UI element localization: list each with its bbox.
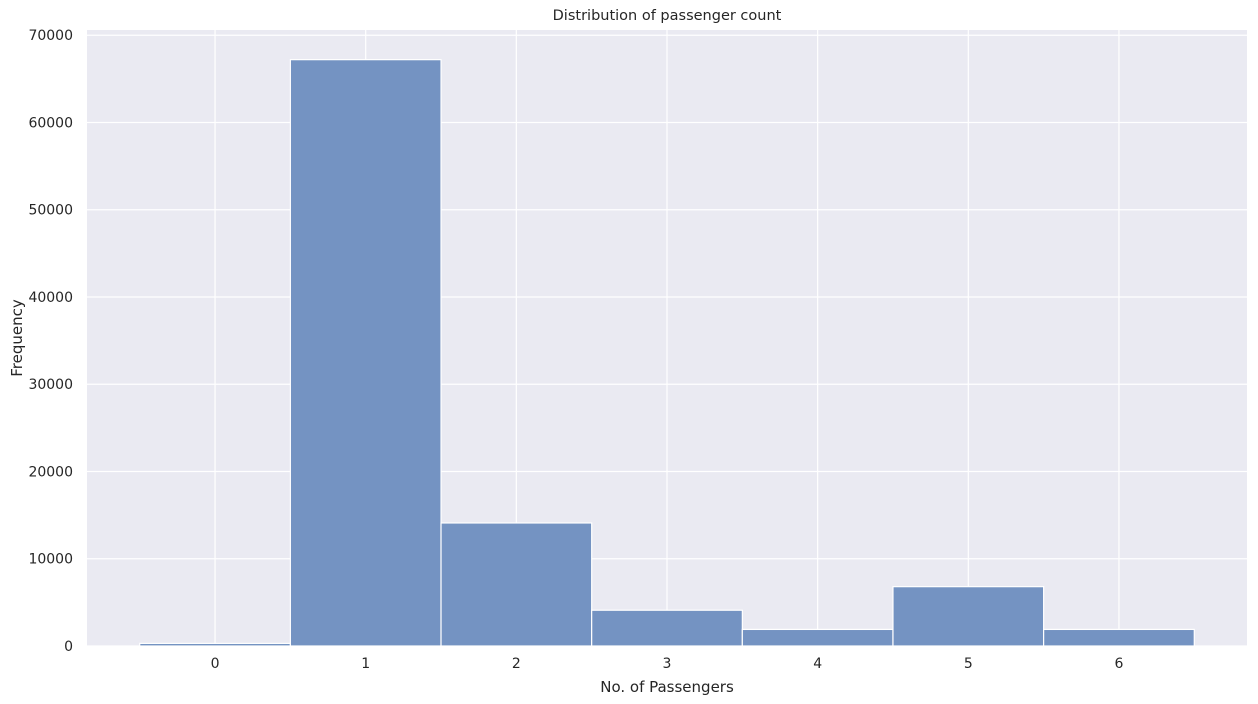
bar-3 [591, 609, 743, 647]
y-tick-label: 40000 [28, 290, 73, 306]
x-tick-label: 4 [813, 656, 822, 672]
x-axis-title: No. of Passengers [600, 678, 734, 696]
bar-2 [440, 522, 593, 647]
bar-5 [892, 586, 1045, 647]
y-tick-label: 30000 [28, 377, 73, 393]
x-tick-label: 1 [361, 656, 370, 672]
y-tick-label: 0 [64, 639, 73, 655]
y-tick-label: 60000 [28, 115, 73, 131]
bar-1 [289, 59, 442, 647]
x-tick-label: 6 [1114, 656, 1123, 672]
bar-4 [741, 628, 894, 647]
y-axis-title: Frequency [8, 299, 26, 377]
x-tick-label: 2 [512, 656, 521, 672]
y-tick-label: 20000 [28, 464, 73, 480]
y-tick-label: 50000 [28, 203, 73, 219]
x-tick-labels: 0 1 2 3 4 5 6 [211, 656, 1124, 672]
bars [139, 59, 1195, 647]
x-tick-label: 0 [211, 656, 220, 672]
x-tick-label: 3 [663, 656, 672, 672]
bar-0 [139, 642, 291, 647]
chart-title: Distribution of passenger count [553, 8, 782, 24]
bar-6 [1043, 628, 1195, 647]
x-tick-label: 5 [964, 656, 973, 672]
y-tick-labels: 0 10000 20000 30000 40000 50000 60000 70000 [28, 28, 73, 655]
y-tick-label: 10000 [28, 552, 73, 568]
y-tick-label: 70000 [28, 28, 73, 44]
